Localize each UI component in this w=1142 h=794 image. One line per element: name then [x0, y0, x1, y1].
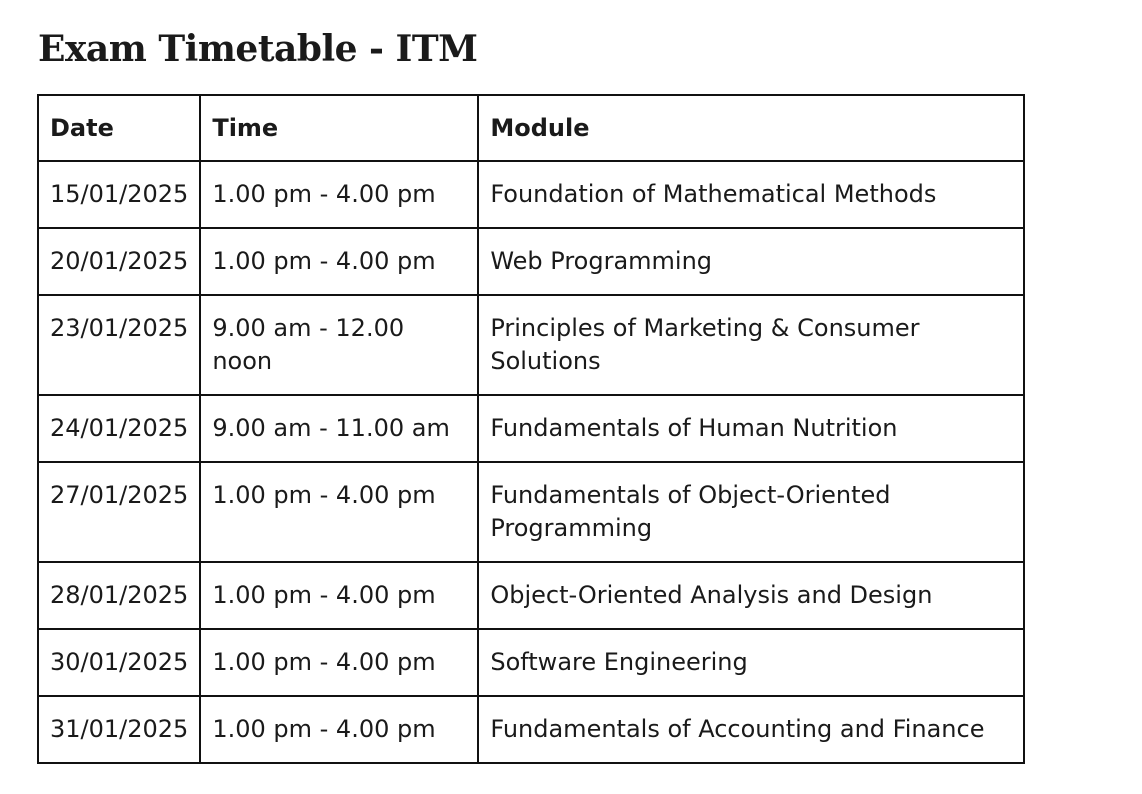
cell-date: 28/01/2025	[36, 561, 202, 630]
cell-time: 1.00 pm - 4.00 pm	[199, 461, 480, 563]
column-header-date: Date	[36, 94, 202, 162]
cell-date: 20/01/2025	[36, 227, 202, 296]
table-row: 24/01/2025 9.00 am - 11.00 am Fundamenta…	[36, 394, 1026, 463]
table-header-row: Date Time Module	[36, 94, 1026, 162]
cell-date: 27/01/2025	[36, 461, 202, 563]
cell-module: Foundation of Mathematical Methods	[477, 160, 1026, 229]
cell-time: 9.00 am - 12.00 noon	[199, 294, 480, 396]
table-row: 20/01/2025 1.00 pm - 4.00 pm Web Program…	[36, 227, 1026, 296]
cell-time: 1.00 pm - 4.00 pm	[199, 628, 480, 697]
cell-date: 30/01/2025	[36, 628, 202, 697]
cell-date: 24/01/2025	[36, 394, 202, 463]
cell-module: Fundamentals of Accounting and Finance	[477, 695, 1026, 764]
cell-time: 1.00 pm - 4.00 pm	[199, 227, 480, 296]
cell-module: Software Engineering	[477, 628, 1026, 697]
cell-date: 23/01/2025	[36, 294, 202, 396]
cell-module: Web Programming	[477, 227, 1026, 296]
table-row: 30/01/2025 1.00 pm - 4.00 pm Software En…	[36, 628, 1026, 697]
cell-time: 9.00 am - 11.00 am	[199, 394, 480, 463]
cell-date: 31/01/2025	[36, 695, 202, 764]
cell-time: 1.00 pm - 4.00 pm	[199, 160, 480, 229]
column-header-module: Module	[477, 94, 1026, 162]
table-row: 28/01/2025 1.00 pm - 4.00 pm Object-Orie…	[36, 561, 1026, 630]
cell-module: Fundamentals of Human Nutrition	[477, 394, 1026, 463]
cell-module: Object-Oriented Analysis and Design	[477, 561, 1026, 630]
cell-time: 1.00 pm - 4.00 pm	[199, 561, 480, 630]
cell-time: 1.00 pm - 4.00 pm	[199, 695, 480, 764]
table-row: 23/01/2025 9.00 am - 12.00 noon Principl…	[36, 294, 1026, 396]
exam-timetable: Date Time Module 15/01/2025 1.00 pm - 4.…	[36, 94, 1026, 764]
page-title: Exam Timetable - ITM	[38, 28, 478, 70]
cell-module: Principles of Marketing & Consumer Solut…	[477, 294, 1026, 396]
table-row: 31/01/2025 1.00 pm - 4.00 pm Fundamental…	[36, 695, 1026, 764]
cell-module: Fundamentals of Object-Oriented Programm…	[477, 461, 1026, 563]
table-row: 15/01/2025 1.00 pm - 4.00 pm Foundation …	[36, 160, 1026, 229]
table-row: 27/01/2025 1.00 pm - 4.00 pm Fundamental…	[36, 461, 1026, 563]
cell-date: 15/01/2025	[36, 160, 202, 229]
column-header-time: Time	[199, 94, 480, 162]
